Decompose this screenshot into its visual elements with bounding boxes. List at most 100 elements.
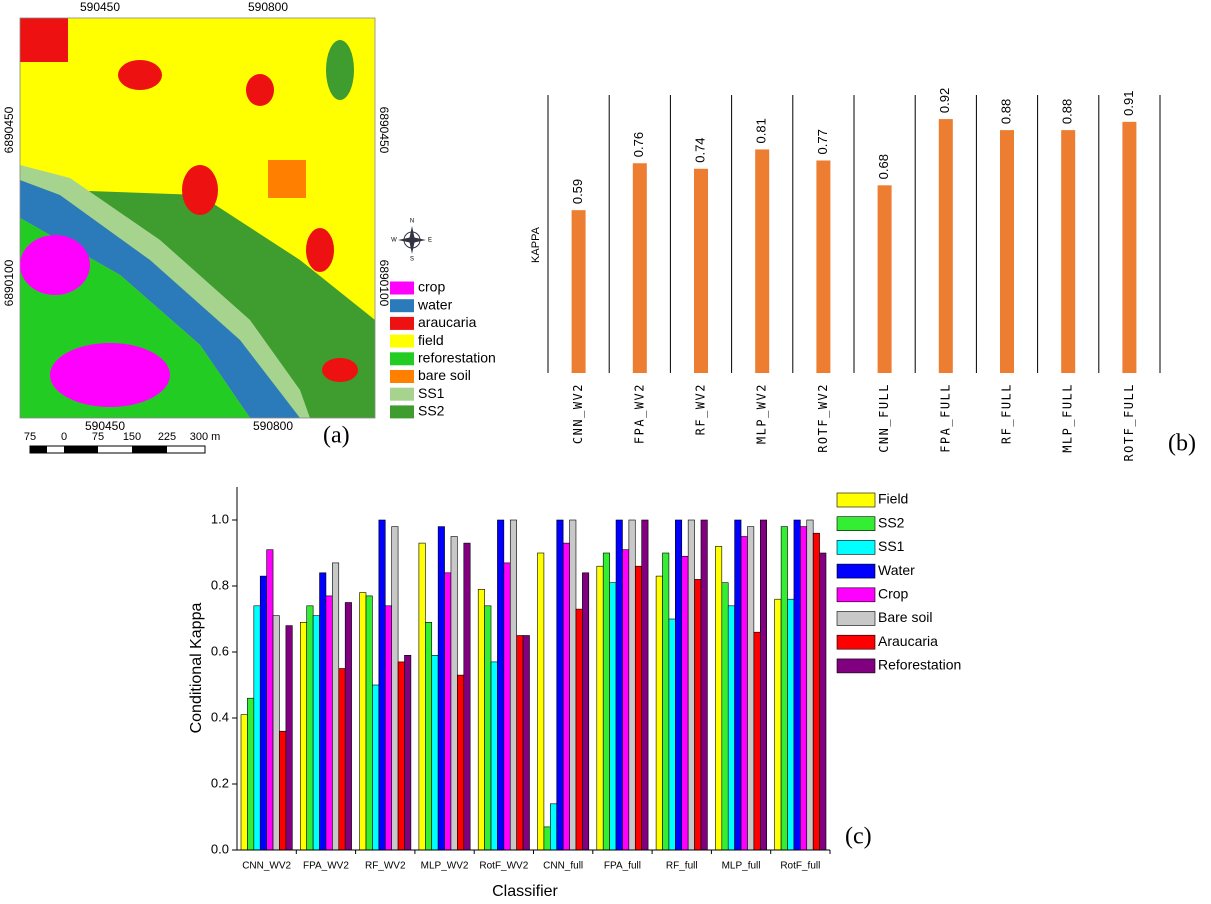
bar: [582, 573, 588, 850]
bar: [425, 622, 431, 850]
legend-label: Water: [878, 562, 915, 578]
bar: [570, 520, 576, 850]
x-tick-label: RF_WV2: [365, 861, 406, 872]
x-tick-label: ROTF_FULL: [1122, 383, 1136, 462]
bar: [497, 520, 503, 850]
bar: [485, 606, 491, 850]
legend-label: bare soil: [418, 367, 471, 383]
legend-label: Reforestation: [878, 657, 961, 673]
x-tick-label: CNN_WV2: [571, 383, 585, 444]
legend-swatch: [390, 299, 414, 312]
map-y-label: 6890450: [377, 107, 391, 154]
legend-label: reforestation: [418, 350, 496, 366]
x-tick-label: RF_WV2: [694, 383, 708, 435]
bar: [538, 553, 544, 850]
legend-label: SS2: [878, 514, 905, 530]
legend-swatch: [837, 635, 875, 649]
bar: [372, 685, 378, 850]
bar: [491, 662, 497, 850]
scale-segment: [64, 446, 98, 453]
bar: [360, 593, 366, 850]
x-tick-label: RotF_WV2: [479, 861, 528, 872]
bar: [451, 537, 457, 851]
scale-frame: [30, 446, 205, 453]
bar: [241, 715, 247, 850]
bar: [754, 632, 760, 850]
value-label: 0.77: [815, 129, 830, 154]
bar: [760, 520, 766, 850]
legend-label: Crop: [878, 586, 909, 602]
value-label: 0.92: [937, 88, 952, 113]
bar: [464, 543, 470, 850]
bar: [722, 583, 728, 850]
bar: [254, 606, 260, 850]
bar: [445, 573, 451, 850]
bar: [629, 520, 635, 850]
bar: [794, 520, 800, 850]
map-patch: [118, 60, 162, 90]
map-patch: [326, 40, 354, 100]
bar: [800, 527, 806, 850]
value-label: 0.59: [570, 179, 585, 204]
value-label: 0.88: [1060, 99, 1075, 124]
x-tick-label: ROTF_WV2: [816, 383, 830, 453]
bar: [517, 636, 523, 851]
bar: [633, 163, 647, 373]
map-x-label: 590800: [253, 419, 293, 433]
bar: [544, 827, 550, 850]
bar: [878, 185, 892, 373]
compass-label: S: [410, 257, 414, 263]
map-x-label: 590450: [80, 0, 120, 14]
legend-swatch: [390, 317, 414, 330]
map-patch: [246, 74, 274, 106]
value-label: 0.68: [876, 154, 891, 179]
legend-swatch: [390, 388, 414, 401]
bar: [775, 599, 781, 850]
bar: [313, 616, 319, 850]
bar: [307, 606, 313, 850]
value-label: 0.76: [631, 132, 646, 157]
bar: [247, 698, 253, 850]
bar: [392, 527, 398, 850]
bar: [273, 616, 279, 850]
legend-label: Field: [878, 491, 908, 507]
scale-segment: [132, 446, 167, 453]
scale-label: 75: [24, 431, 36, 443]
bar: [300, 622, 306, 850]
y-tick-label: 0.4: [211, 709, 229, 724]
x-tick-label: MLP_WV2: [421, 861, 469, 872]
x-tick-label: RotF_full: [780, 861, 820, 872]
bar: [807, 520, 813, 850]
x-tick-label: FPA_WV2: [303, 861, 349, 872]
bar: [663, 553, 669, 850]
bar: [1061, 130, 1075, 373]
legend-swatch: [390, 282, 414, 295]
bar: [576, 609, 582, 850]
bar: [688, 520, 694, 850]
bar: [504, 563, 510, 850]
x-tick-label: FPA_full: [604, 861, 641, 872]
bar: [656, 576, 662, 850]
y-axis-label: Conditional Kappa: [188, 603, 205, 734]
x-tick-label: RF_FULL: [1000, 383, 1014, 444]
value-label: 0.81: [754, 118, 769, 143]
value-label: 0.91: [1121, 91, 1136, 116]
compass-label: N: [410, 219, 414, 225]
x-tick-label: MLP_WV2: [755, 383, 769, 444]
page: 5904505904505908005908006890450689045068…: [0, 0, 1211, 904]
value-label: 0.74: [692, 137, 707, 162]
bar: [735, 520, 741, 850]
bar: [550, 804, 556, 850]
x-tick-label: FPA_FULL: [938, 383, 952, 453]
x-tick-label: CNN_FULL: [877, 383, 891, 453]
bar: [557, 520, 563, 850]
bar: [572, 210, 586, 373]
bar: [345, 603, 351, 851]
bar: [675, 520, 681, 850]
x-tick-label: MLP_FULL: [1061, 383, 1075, 453]
bar: [741, 537, 747, 851]
scale-label: 150: [123, 431, 141, 443]
x-tick-label: MLP_full: [722, 861, 761, 872]
compass-label: E: [428, 238, 432, 244]
legend-swatch: [837, 612, 875, 626]
